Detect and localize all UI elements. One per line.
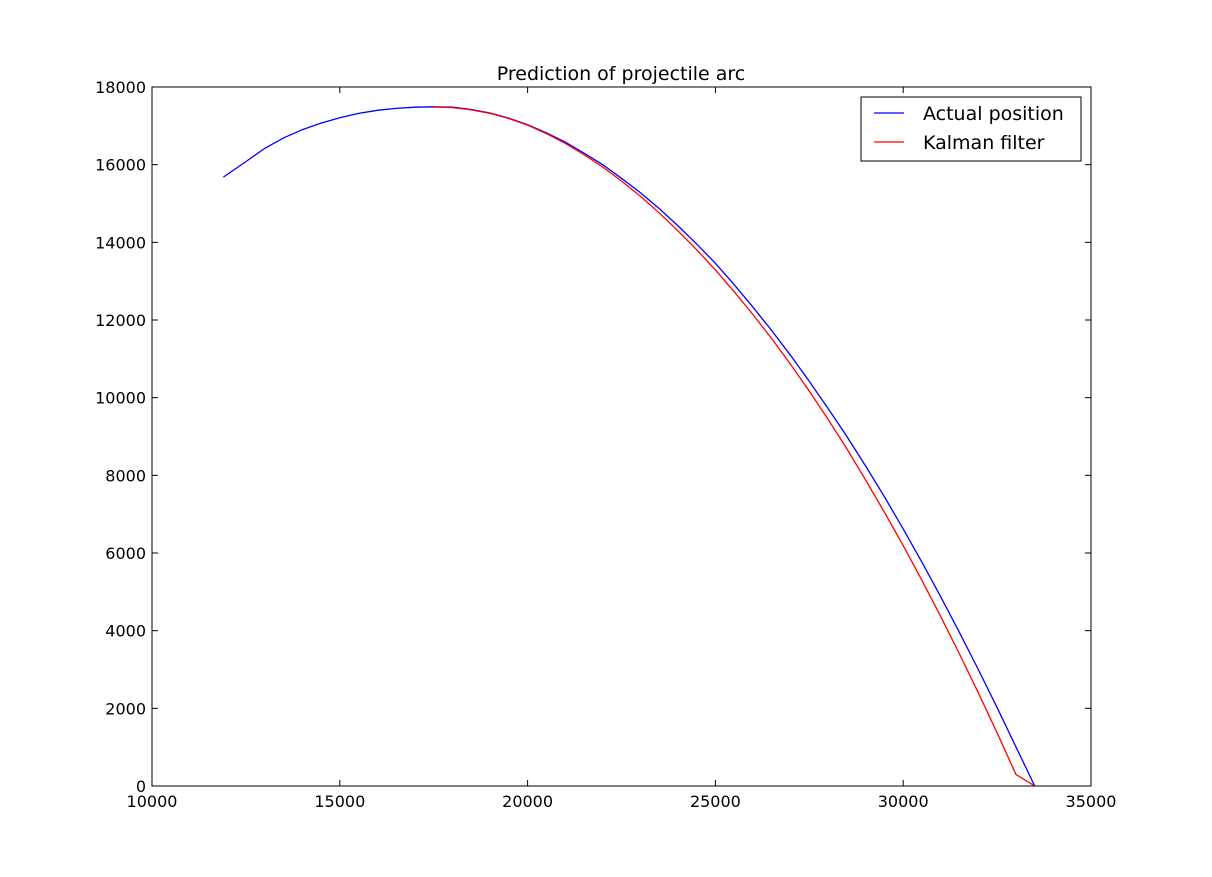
series-layer <box>223 106 1036 787</box>
series-line-actual-position <box>223 106 1036 787</box>
y-tick-label: 8000 <box>105 466 146 485</box>
ticks-layer: 10000 15000 20000 25000 30000 35000 0 2000 4000 6… <box>95 78 1116 811</box>
x-tick-label: 35000 <box>1066 792 1117 811</box>
y-tick-label: 18000 <box>95 78 146 97</box>
y-tick-label: 2000 <box>105 699 146 718</box>
y-tick-label: 10000 <box>95 389 146 408</box>
plot-frame <box>151 86 1092 787</box>
y-tick-label: 12000 <box>95 311 146 330</box>
series-line-kalman-filter <box>433 106 1036 787</box>
y-tick-label: 14000 <box>95 233 146 252</box>
x-tick-label: 30000 <box>878 792 929 811</box>
x-tick-label: 10000 <box>127 792 178 811</box>
y-tick-label: 16000 <box>95 156 146 175</box>
legend-box <box>860 96 1082 162</box>
chart-title: Prediction of projectile arc <box>497 63 746 85</box>
y-tick-label: 0 <box>136 777 146 796</box>
legend-label-kalman-filter: Kalman filter <box>923 132 1045 154</box>
x-tick-label: 15000 <box>314 792 365 811</box>
x-tick-label: 25000 <box>690 792 741 811</box>
legend-label-actual-position: Actual position <box>923 103 1064 125</box>
legend: Actual position Kalman filter <box>860 96 1082 162</box>
y-tick-label: 4000 <box>105 622 146 641</box>
x-tick-label: 20000 <box>502 792 553 811</box>
y-tick-label: 6000 <box>105 544 146 563</box>
